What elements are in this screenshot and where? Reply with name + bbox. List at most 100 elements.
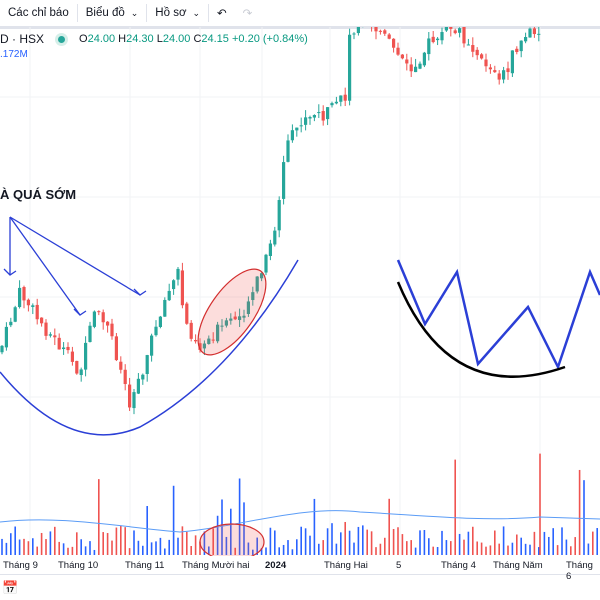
volume-bar xyxy=(489,545,492,555)
candle xyxy=(211,339,215,341)
candle xyxy=(128,384,132,408)
candle xyxy=(471,45,475,52)
volume-bar xyxy=(243,502,245,555)
profile-button[interactable]: Hồ sơ ⌄ xyxy=(147,3,208,23)
volume-bar xyxy=(296,539,298,555)
candle xyxy=(277,200,281,231)
arrow-head-icon xyxy=(3,268,17,276)
volume-bar xyxy=(331,523,333,555)
candle xyxy=(317,112,321,114)
volume-highlight-ellipse xyxy=(199,523,265,556)
volume-bar xyxy=(18,539,21,555)
candle xyxy=(497,73,501,80)
candle xyxy=(220,325,224,327)
chevron-down-icon: ⌄ xyxy=(192,7,201,18)
candle xyxy=(123,369,127,385)
volume-bar xyxy=(221,499,223,555)
candle xyxy=(378,30,382,32)
undo-icon: ↶ xyxy=(217,8,227,20)
candle xyxy=(475,49,479,56)
candle xyxy=(62,347,66,350)
volume-bar xyxy=(155,541,157,555)
undo-button[interactable]: ↶ xyxy=(209,3,235,23)
volume-bar xyxy=(80,539,82,555)
volume-bar xyxy=(278,547,280,555)
candle xyxy=(229,318,233,321)
candle xyxy=(35,304,39,320)
candle xyxy=(321,111,325,121)
candle xyxy=(374,27,378,32)
volume-bar xyxy=(146,506,148,555)
volume-bar xyxy=(115,527,118,555)
volume-bar xyxy=(454,459,456,555)
volume-bar xyxy=(384,537,386,555)
candle xyxy=(84,342,88,370)
candle xyxy=(330,103,334,106)
candle xyxy=(396,47,400,55)
candle xyxy=(326,107,330,120)
candle xyxy=(145,355,149,374)
volume-bar xyxy=(84,546,87,555)
volume-bar xyxy=(309,535,311,555)
candle xyxy=(444,27,448,31)
volume-bar xyxy=(524,543,527,555)
volume-bar xyxy=(472,526,474,555)
candle xyxy=(458,28,462,33)
chart-type-button[interactable]: Biểu đồ ⌄ xyxy=(78,3,147,23)
candle xyxy=(493,70,497,73)
volume-bar xyxy=(304,528,307,555)
candle xyxy=(387,34,391,39)
indicators-button[interactable]: Các chỉ báo xyxy=(0,3,77,23)
volume-bar xyxy=(419,530,421,555)
volume-bar xyxy=(32,538,34,555)
redo-button[interactable]: ↷ xyxy=(235,3,261,23)
arrow-head-icon xyxy=(73,308,87,316)
candle xyxy=(260,273,264,279)
candle xyxy=(70,351,74,362)
volume-bar xyxy=(265,547,267,555)
volume-bar xyxy=(570,546,572,555)
volume-bar xyxy=(556,545,559,555)
volume-bar xyxy=(480,542,483,555)
volume-bar xyxy=(463,539,465,555)
volume-bar xyxy=(533,531,536,555)
volume-bar xyxy=(199,541,201,555)
volume-bar xyxy=(326,528,329,555)
candle xyxy=(22,287,26,301)
volume-bar xyxy=(401,534,404,555)
candle xyxy=(264,254,268,273)
candle xyxy=(405,59,409,64)
candle xyxy=(268,243,272,257)
volume-bar xyxy=(397,527,399,555)
volume-value: .172M xyxy=(0,49,28,60)
volume-bar xyxy=(128,548,131,555)
candle xyxy=(31,305,35,307)
candle xyxy=(189,322,193,339)
candle xyxy=(13,307,17,322)
volume-bar xyxy=(375,547,377,555)
candle xyxy=(238,316,242,320)
x-tick: Tháng 4 xyxy=(441,560,476,571)
symbol-name[interactable]: D · HSX xyxy=(0,32,45,46)
price-chart[interactable] xyxy=(0,27,600,556)
volume-bar xyxy=(238,478,241,555)
go-to-date-icon[interactable]: 📅 xyxy=(2,580,19,595)
candle xyxy=(172,280,176,290)
volume-bar xyxy=(458,533,461,555)
volume-bar xyxy=(212,528,214,555)
volume-bar xyxy=(578,469,581,555)
volume-bar xyxy=(234,547,236,555)
candle xyxy=(502,70,506,80)
volume-bar xyxy=(168,539,170,555)
candle xyxy=(216,324,220,342)
x-tick: Tháng Hai xyxy=(324,560,368,571)
candle xyxy=(114,336,118,361)
volume-bar xyxy=(476,541,478,555)
volume-bar xyxy=(124,527,126,555)
volume-bar xyxy=(450,541,452,555)
candle xyxy=(202,343,206,349)
divider xyxy=(208,4,210,22)
x-tick: Tháng Mười hai xyxy=(182,560,250,571)
time-axis[interactable]: Tháng 9 Tháng 10 Tháng 11 Tháng Mười hai… xyxy=(0,556,600,582)
volume-bar xyxy=(208,546,210,555)
